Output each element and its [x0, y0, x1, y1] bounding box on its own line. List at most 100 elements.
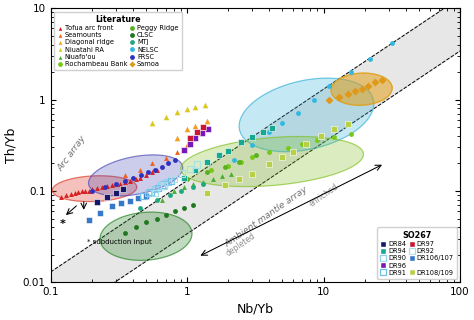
Point [193, 162, 201, 167]
Point [183, 126, 191, 131]
Point [136, 167, 144, 172]
Point [116, 181, 123, 186]
Point [186, 166, 194, 171]
Point [248, 155, 256, 160]
Point [148, 170, 155, 175]
Point [162, 114, 170, 119]
Point [142, 194, 150, 199]
Polygon shape [239, 78, 374, 152]
Point [279, 155, 286, 160]
Point [112, 190, 119, 196]
Point [183, 142, 191, 148]
Point [310, 97, 318, 102]
Point [218, 174, 226, 179]
Point [199, 180, 206, 185]
Point [259, 130, 267, 135]
Point [99, 185, 106, 190]
Point [189, 181, 197, 186]
Point [170, 177, 178, 182]
Point [173, 149, 181, 154]
Point [121, 230, 128, 235]
Point [167, 179, 174, 184]
Point [151, 187, 159, 192]
Point [284, 146, 292, 151]
Point [224, 148, 232, 153]
Point [268, 125, 276, 131]
Point [153, 216, 161, 221]
Point [121, 180, 128, 185]
Point [93, 185, 101, 190]
Point [279, 120, 286, 125]
Point [203, 190, 211, 196]
Point [160, 183, 168, 188]
Point [85, 218, 92, 223]
Point [235, 177, 243, 182]
Point [132, 225, 139, 230]
Point [136, 205, 144, 211]
Point [142, 219, 150, 224]
Point [248, 142, 256, 148]
Point [140, 194, 147, 199]
Point [160, 182, 168, 187]
Point [103, 184, 111, 189]
Point [265, 162, 273, 167]
Point [164, 180, 172, 185]
Point [237, 140, 245, 145]
Text: Ambient mantle array: Ambient mantle array [223, 185, 310, 249]
Point [199, 181, 206, 186]
Point [189, 203, 197, 208]
Point [248, 134, 256, 140]
Point [227, 171, 235, 176]
Polygon shape [331, 73, 392, 105]
Point [330, 134, 338, 140]
Point [112, 182, 119, 187]
Point [180, 175, 188, 180]
Point [364, 83, 371, 88]
Point [147, 189, 155, 194]
Point [344, 122, 351, 127]
Point [178, 171, 186, 176]
Point [121, 172, 128, 178]
Point [372, 80, 379, 85]
Point [135, 196, 142, 201]
Point [88, 188, 95, 194]
Point [71, 190, 78, 196]
Point [145, 190, 152, 196]
Point [221, 183, 229, 188]
Point [173, 135, 181, 140]
Point [207, 167, 215, 172]
Point [237, 159, 245, 164]
Point [136, 175, 144, 180]
Point [151, 190, 159, 196]
Point [164, 161, 172, 166]
Point [389, 40, 396, 45]
Point [93, 200, 101, 205]
Point [299, 142, 306, 147]
Point [148, 121, 155, 126]
Point [58, 195, 65, 200]
Point [191, 105, 199, 110]
Point [153, 197, 161, 203]
Point [201, 102, 209, 107]
Point [180, 185, 188, 190]
Point [265, 130, 273, 135]
Point [108, 183, 115, 188]
Point [198, 131, 206, 136]
Point [126, 198, 134, 204]
Text: enriched: enriched [307, 182, 340, 208]
Point [177, 188, 184, 194]
Point [191, 123, 199, 128]
Point [96, 210, 104, 215]
Point [325, 84, 333, 89]
Point [158, 164, 165, 169]
Point [252, 153, 260, 158]
Polygon shape [89, 155, 183, 196]
Point [103, 195, 111, 200]
Point [221, 164, 229, 169]
Point [379, 77, 386, 82]
Text: Arc array: Arc array [56, 133, 88, 172]
Point [154, 185, 162, 190]
Point [108, 204, 115, 209]
Point [366, 56, 374, 61]
Point [172, 157, 179, 162]
